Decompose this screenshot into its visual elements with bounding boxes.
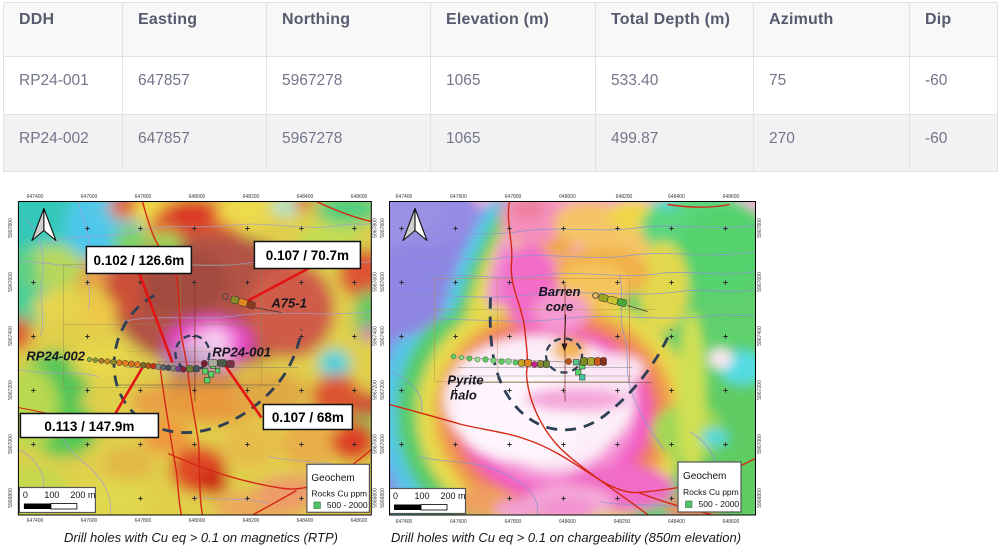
svg-text:5967400: 5967400 bbox=[373, 326, 379, 346]
svg-text:647800: 647800 bbox=[135, 194, 152, 200]
svg-text:500 - 2000: 500 - 2000 bbox=[699, 499, 740, 509]
svg-text:RP24-002: RP24-002 bbox=[26, 349, 85, 364]
svg-text:648400: 648400 bbox=[668, 194, 685, 200]
svg-text:5966800: 5966800 bbox=[373, 488, 379, 508]
svg-text:Rocks Cu ppm: Rocks Cu ppm bbox=[683, 487, 739, 497]
svg-text:Geochem: Geochem bbox=[683, 471, 726, 482]
svg-text:648200: 648200 bbox=[243, 194, 260, 200]
svg-text:Geochem: Geochem bbox=[311, 473, 354, 484]
svg-text:5967600: 5967600 bbox=[757, 272, 763, 292]
svg-text:647800: 647800 bbox=[135, 518, 152, 524]
svg-text:648400: 648400 bbox=[297, 194, 314, 200]
svg-text:100: 100 bbox=[415, 491, 430, 501]
svg-text:5966800: 5966800 bbox=[380, 488, 386, 508]
svg-text:5967200: 5967200 bbox=[373, 380, 379, 400]
svg-text:647600: 647600 bbox=[450, 194, 467, 200]
svg-text:5967000: 5967000 bbox=[380, 434, 386, 454]
svg-text:648600: 648600 bbox=[351, 518, 368, 524]
svg-text:5966800: 5966800 bbox=[757, 488, 763, 508]
svg-text:0.113 / 147.9m: 0.113 / 147.9m bbox=[44, 419, 134, 434]
svg-text:5966800: 5966800 bbox=[8, 488, 14, 508]
svg-text:648200: 648200 bbox=[616, 194, 633, 200]
svg-text:A75-1: A75-1 bbox=[270, 296, 306, 311]
svg-text:5967800: 5967800 bbox=[380, 218, 386, 238]
svg-text:647600: 647600 bbox=[450, 519, 467, 525]
svg-text:647600: 647600 bbox=[81, 194, 98, 200]
svg-text:648000: 648000 bbox=[559, 194, 576, 200]
svg-text:5967000: 5967000 bbox=[373, 434, 379, 454]
svg-text:648600: 648600 bbox=[723, 194, 740, 200]
svg-text:core: core bbox=[546, 299, 573, 314]
svg-text:5967000: 5967000 bbox=[8, 434, 14, 454]
svg-text:500 - 2000: 500 - 2000 bbox=[327, 500, 368, 510]
svg-text:0.107 / 70.7m: 0.107 / 70.7m bbox=[266, 248, 349, 263]
svg-text:5967800: 5967800 bbox=[373, 218, 379, 238]
svg-text:Rocks Cu ppm: Rocks Cu ppm bbox=[311, 489, 367, 499]
svg-text:648000: 648000 bbox=[559, 519, 576, 525]
svg-text:0: 0 bbox=[23, 490, 28, 500]
svg-text:5967000: 5967000 bbox=[757, 434, 763, 454]
svg-text:648600: 648600 bbox=[351, 194, 368, 200]
svg-text:200 m: 200 m bbox=[441, 491, 466, 501]
svg-text:5967200: 5967200 bbox=[757, 380, 763, 400]
svg-text:5967600: 5967600 bbox=[373, 272, 379, 292]
svg-text:647400: 647400 bbox=[27, 518, 44, 524]
svg-text:100: 100 bbox=[44, 490, 59, 500]
svg-text:648600: 648600 bbox=[723, 519, 740, 525]
svg-text:5967600: 5967600 bbox=[380, 272, 386, 292]
svg-text:5967400: 5967400 bbox=[380, 326, 386, 346]
svg-text:647400: 647400 bbox=[396, 194, 413, 200]
svg-text:648200: 648200 bbox=[243, 518, 260, 524]
svg-text:5967600: 5967600 bbox=[8, 272, 14, 292]
svg-text:648000: 648000 bbox=[189, 518, 206, 524]
svg-text:647800: 647800 bbox=[505, 519, 522, 525]
svg-text:647400: 647400 bbox=[396, 519, 413, 525]
svg-text:0.102 / 126.6m: 0.102 / 126.6m bbox=[93, 253, 184, 268]
svg-text:647600: 647600 bbox=[81, 518, 98, 524]
svg-text:647800: 647800 bbox=[505, 194, 522, 200]
svg-text:RP24-001: RP24-001 bbox=[212, 345, 271, 360]
svg-text:200 m: 200 m bbox=[70, 490, 95, 500]
svg-text:5967400: 5967400 bbox=[8, 326, 14, 346]
svg-text:0.107 / 68m: 0.107 / 68m bbox=[272, 410, 344, 425]
svg-text:Pyrite: Pyrite bbox=[447, 373, 483, 388]
svg-text:648200: 648200 bbox=[614, 519, 631, 525]
svg-text:halo: halo bbox=[450, 388, 477, 403]
svg-text:5967200: 5967200 bbox=[380, 380, 386, 400]
svg-text:648400: 648400 bbox=[297, 518, 314, 524]
svg-text:648000: 648000 bbox=[189, 194, 206, 200]
svg-text:5967400: 5967400 bbox=[757, 326, 763, 346]
svg-text:5967200: 5967200 bbox=[8, 380, 14, 400]
svg-text:5967800: 5967800 bbox=[757, 218, 763, 238]
svg-text:0: 0 bbox=[393, 491, 398, 501]
svg-text:Barren: Barren bbox=[539, 284, 581, 299]
svg-text:5967800: 5967800 bbox=[8, 218, 14, 238]
svg-text:648400: 648400 bbox=[668, 519, 685, 525]
svg-text:647400: 647400 bbox=[27, 194, 44, 200]
